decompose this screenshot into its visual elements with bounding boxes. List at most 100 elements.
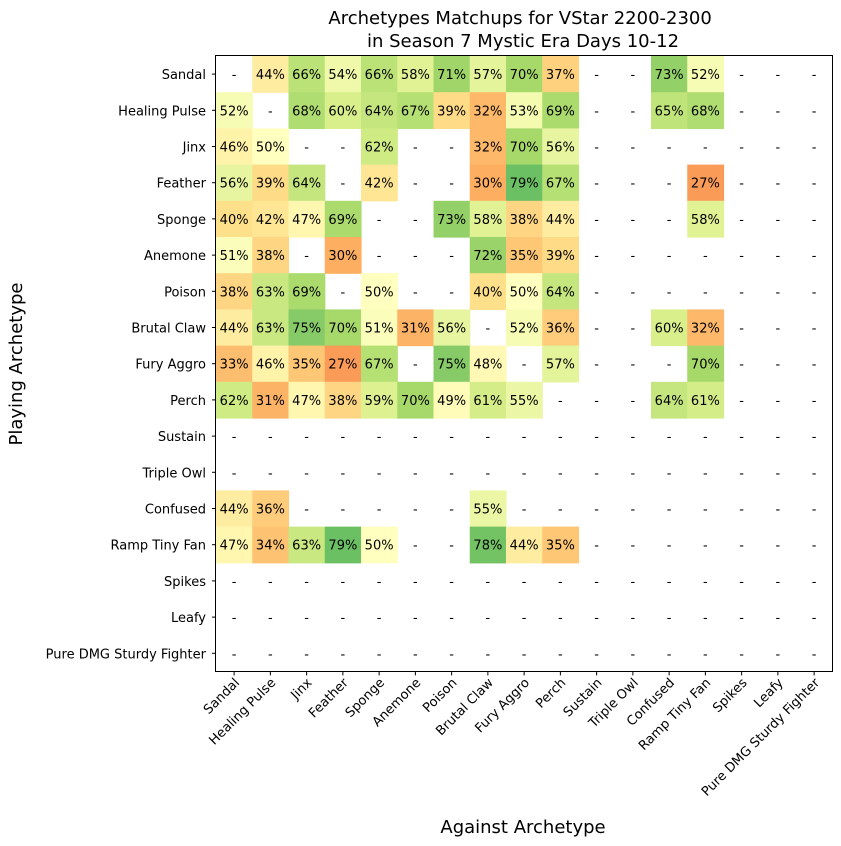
heatmap-cell bbox=[324, 237, 362, 274]
cell-value-label: - bbox=[268, 466, 273, 481]
heatmap-cell bbox=[216, 490, 253, 528]
heatmap-cell bbox=[542, 345, 580, 383]
cell-value-label: 63% bbox=[292, 539, 321, 554]
cell-value-label: - bbox=[631, 611, 636, 626]
cell-value-label: - bbox=[812, 213, 817, 228]
cell-value-label: 50% bbox=[510, 285, 539, 300]
cell-value-label: 58% bbox=[691, 213, 720, 228]
heatmap-cell bbox=[687, 381, 725, 419]
cell-value-label: - bbox=[558, 611, 563, 626]
cell-value-label: 75% bbox=[437, 358, 466, 373]
cell-value-label: - bbox=[776, 430, 781, 445]
y-tick-label: Pure DMG Sturdy Fighter bbox=[46, 647, 207, 662]
cell-value-label: 50% bbox=[365, 539, 394, 554]
cell-value-label: - bbox=[631, 285, 636, 300]
heatmap-cell bbox=[687, 56, 725, 93]
cell-value-label: - bbox=[268, 104, 273, 119]
cell-value-label: 69% bbox=[292, 285, 321, 300]
cell-value-label: - bbox=[558, 503, 563, 518]
cell-value-label: - bbox=[667, 358, 672, 373]
cell-value-label: 42% bbox=[256, 213, 285, 228]
cell-value-label: - bbox=[268, 575, 273, 590]
cell-value-label: 60% bbox=[655, 322, 684, 337]
cell-value-label: - bbox=[594, 141, 599, 156]
cell-value-label: - bbox=[631, 575, 636, 590]
cell-value-label: - bbox=[594, 249, 599, 264]
cell-value-label: - bbox=[486, 575, 491, 590]
cell-value-label: - bbox=[812, 394, 817, 409]
cell-value-label: - bbox=[341, 430, 346, 445]
cell-value-label: 67% bbox=[546, 177, 575, 192]
cell-value-label: - bbox=[812, 539, 817, 554]
cell-value-label: - bbox=[341, 575, 346, 590]
cell-value-label: 47% bbox=[292, 394, 321, 409]
heatmap-cell bbox=[506, 237, 543, 274]
cell-value-label: - bbox=[631, 104, 636, 119]
cell-value-label: - bbox=[594, 539, 599, 554]
cell-value-label: - bbox=[739, 285, 744, 300]
cell-value-label: - bbox=[812, 322, 817, 337]
heatmap-cell bbox=[506, 200, 543, 238]
x-tick-label: Feather bbox=[306, 675, 352, 721]
cell-value-label: - bbox=[232, 611, 237, 626]
heatmap-cell bbox=[506, 164, 543, 202]
heatmap-cell bbox=[324, 92, 362, 129]
cell-value-label: 68% bbox=[292, 104, 321, 119]
cell-value-label: 60% bbox=[328, 104, 357, 119]
cell-value-label: - bbox=[739, 575, 744, 590]
cell-value-label: - bbox=[739, 249, 744, 264]
cell-value-label: - bbox=[631, 394, 636, 409]
cell-value-label: 55% bbox=[510, 394, 539, 409]
heatmap-cell bbox=[216, 381, 253, 419]
cell-value-label: - bbox=[631, 539, 636, 554]
heatmap-cell bbox=[324, 56, 362, 93]
cell-value-label: 37% bbox=[546, 68, 575, 83]
cell-value-label: - bbox=[667, 177, 672, 192]
cell-value-label: - bbox=[522, 503, 527, 518]
heatmap-cell bbox=[288, 164, 326, 202]
cell-value-label: 67% bbox=[401, 104, 430, 119]
cell-value-label: - bbox=[776, 104, 781, 119]
cell-value-label: 42% bbox=[365, 177, 394, 192]
cell-value-label: 59% bbox=[365, 394, 394, 409]
y-tick-label: Brutal Claw bbox=[131, 322, 206, 337]
y-tick-label: Anemone bbox=[144, 249, 206, 264]
cell-value-label: - bbox=[413, 141, 418, 156]
heatmap-cell bbox=[252, 309, 290, 347]
cell-value-label: - bbox=[449, 285, 454, 300]
cell-value-label: - bbox=[631, 322, 636, 337]
cell-value-label: 44% bbox=[220, 503, 249, 518]
cell-value-label: - bbox=[739, 68, 744, 83]
chart-title-line-1: Archetypes Matchups for VStar 2200-2300 bbox=[328, 8, 711, 29]
cell-value-label: - bbox=[703, 430, 708, 445]
cell-value-label: 58% bbox=[473, 213, 502, 228]
cell-value-label: - bbox=[812, 104, 817, 119]
heatmap-cell bbox=[433, 200, 471, 238]
cell-value-label: - bbox=[703, 503, 708, 518]
cell-value-label: 72% bbox=[473, 249, 502, 264]
y-tick-label: Triple Owl bbox=[142, 466, 206, 481]
cell-value-label: - bbox=[812, 647, 817, 662]
cell-value-label: 54% bbox=[328, 68, 357, 83]
cell-value-label: 78% bbox=[473, 539, 502, 554]
heatmap-cell bbox=[469, 164, 507, 202]
cell-value-label: - bbox=[377, 611, 382, 626]
cell-value-label: - bbox=[413, 358, 418, 373]
cell-value-label: - bbox=[739, 611, 744, 626]
cell-value-label: - bbox=[631, 141, 636, 156]
cell-value-label: 70% bbox=[510, 68, 539, 83]
heatmap-cell bbox=[324, 200, 362, 238]
cell-value-label: 66% bbox=[292, 68, 321, 83]
cell-value-label: 40% bbox=[220, 213, 249, 228]
heatmap-cell bbox=[252, 381, 290, 419]
cell-value-label: - bbox=[449, 177, 454, 192]
cell-value-label: - bbox=[667, 141, 672, 156]
cell-value-label: - bbox=[739, 322, 744, 337]
cell-value-label: - bbox=[304, 466, 309, 481]
heatmap-cell bbox=[361, 381, 398, 419]
heatmap-cell bbox=[469, 526, 507, 564]
cell-value-label: 70% bbox=[691, 358, 720, 373]
cell-value-label: 69% bbox=[328, 213, 357, 228]
cell-value-label: - bbox=[522, 358, 527, 373]
